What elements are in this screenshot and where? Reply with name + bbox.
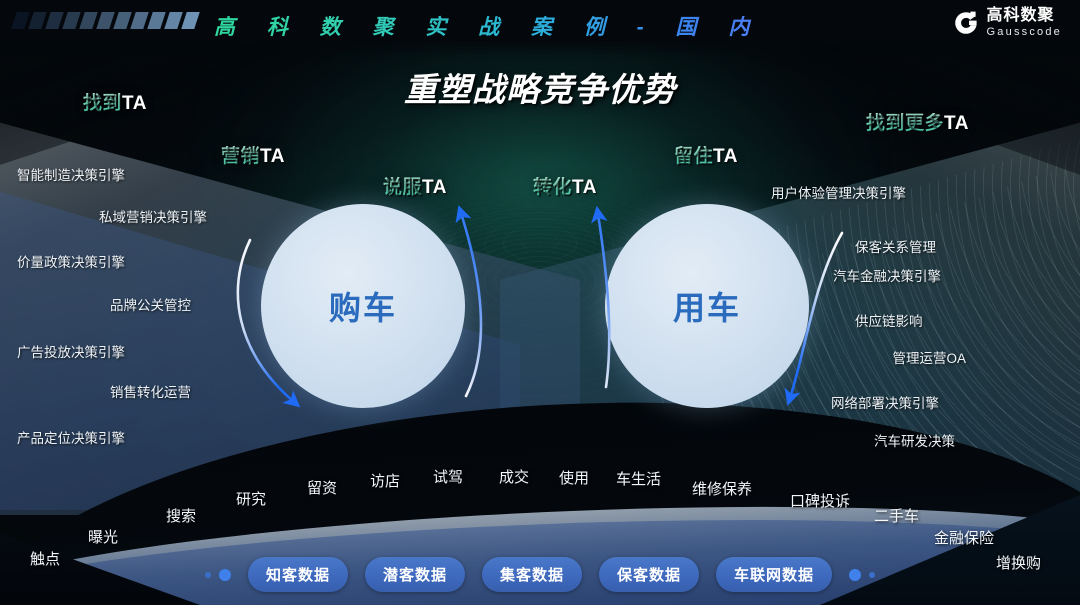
gausscode-logo-icon [953,10,979,36]
data-pill-0[interactable]: 知客数据 [247,557,348,592]
journey-label-5: 访店 [370,473,401,490]
ta-label-cn: 找到更多 [866,113,945,134]
left-engine-label-1: 私域营销决策引擎 [99,210,207,225]
header-decor-bars [11,12,200,29]
left-engine-label-5: 销售转化运营 [110,385,191,400]
left-engine-label-2: 价量政策决策引擎 [17,255,125,270]
header-bar: 高 科 数 聚 实 战 案 例 - 国 内 高科数聚 Gausscode [0,0,1080,55]
header-decor-bar [96,12,115,29]
right-engine-label-2: 汽车金融决策引擎 [833,269,941,284]
data-pill-row: 知客数据 潜客数据 集客数据 保客数据 车联网数据 [0,557,1080,592]
data-pill-3[interactable]: 保客数据 [599,557,700,592]
journey-label-1: 曝光 [88,529,119,546]
ta-label-en: TA [422,177,447,198]
ta-label-cn: 营销 [221,146,261,167]
left-engine-label-3: 品牌公关管控 [110,298,191,313]
left-dot-group [204,568,231,581]
journey-label-11: 口碑投诉 [790,493,851,510]
data-pill-4[interactable]: 车联网数据 [716,557,833,592]
journey-label-0: 触点 [30,551,61,568]
ta-label-en: TA [713,146,738,167]
dot-small-left [204,571,211,578]
right-engine-label-6: 汽车研发决策 [874,434,955,449]
data-pill-1[interactable]: 潜客数据 [364,557,465,592]
header-title: 高 科 数 聚 实 战 案 例 - 国 内 [214,11,762,41]
right-engine-label-1: 保客关系管理 [855,240,936,255]
journey-label-4: 留资 [307,480,338,497]
left-engine-label-0: 智能制造决策引擎 [17,168,125,183]
journey-label-10: 维修保养 [692,481,753,498]
stage-circle-0[interactable]: 购车 [261,204,465,408]
right-dot-group [849,568,876,581]
ta-label-cn: 转化 [533,177,573,198]
ta-label-1: 营销TA [221,141,285,168]
ta-label-2: 说服TA [383,172,447,199]
journey-label-12: 二手车 [874,508,920,525]
header-decor-bar [130,12,149,29]
header-decor-bar [164,12,183,29]
dot-small-right [869,571,876,578]
left-engine-label-4: 广告投放决策引擎 [17,345,125,360]
right-engine-label-4: 管理运营OA [892,351,966,366]
right-engine-label-3: 供应链影响 [855,314,923,329]
right-engine-label-0: 用户体验管理决策引擎 [771,186,906,201]
ta-label-0: 找到TA [83,88,147,115]
left-engine-label-6: 产品定位决策引擎 [17,431,125,446]
header-decor-bar [181,12,200,29]
ta-label-3: 转化TA [533,172,597,199]
ta-label-cn: 说服 [383,177,423,198]
header-decor-bar [62,12,81,29]
ta-label-cn: 找到 [83,93,123,114]
right-engine-label-5: 网络部署决策引擎 [831,396,939,411]
ta-label-5: 找到更多TA [866,108,969,135]
page-title: 重塑战略竞争优势 [404,71,676,108]
journey-label-9: 车生活 [616,471,662,488]
ta-label-en: TA [944,113,969,134]
header-decor-bar [11,12,30,29]
journey-label-14: 增换购 [996,555,1042,572]
brand-name-en: Gausscode [986,26,1062,38]
dot-large-right [849,568,862,581]
stage-circle-label: 购车 [328,290,397,326]
stage-circle-label: 用车 [672,290,741,326]
brand-logo-text: 高科数聚 Gausscode [987,8,1062,38]
journey-label-6: 试驾 [433,469,464,486]
ta-label-en: TA [260,146,285,167]
pill-host: 知客数据 潜客数据 集客数据 保客数据 车联网数据 [247,557,833,592]
data-pill-2[interactable]: 集客数据 [481,557,582,592]
header-decor-bar [79,12,98,29]
header-decor-bar [28,12,47,29]
brand-name-cn: 高科数聚 [986,7,1055,24]
stage-circle-1[interactable]: 用车 [605,204,809,408]
ta-label-4: 留住TA [674,141,738,168]
ta-label-cn: 留住 [674,146,714,167]
journey-label-8: 使用 [559,470,590,487]
header-decor-bar [113,12,132,29]
dot-large-left [218,568,231,581]
ta-label-en: TA [572,177,597,198]
header-decor-bar [147,12,166,29]
journey-label-2: 搜索 [166,508,197,525]
ta-label-en: TA [122,93,147,114]
journey-label-13: 金融保险 [934,530,995,547]
journey-label-3: 研究 [236,491,267,508]
journey-label-7: 成交 [499,469,530,486]
header-decor-bar [45,12,64,29]
brand-logo: 高科数聚 Gausscode [953,8,1062,38]
